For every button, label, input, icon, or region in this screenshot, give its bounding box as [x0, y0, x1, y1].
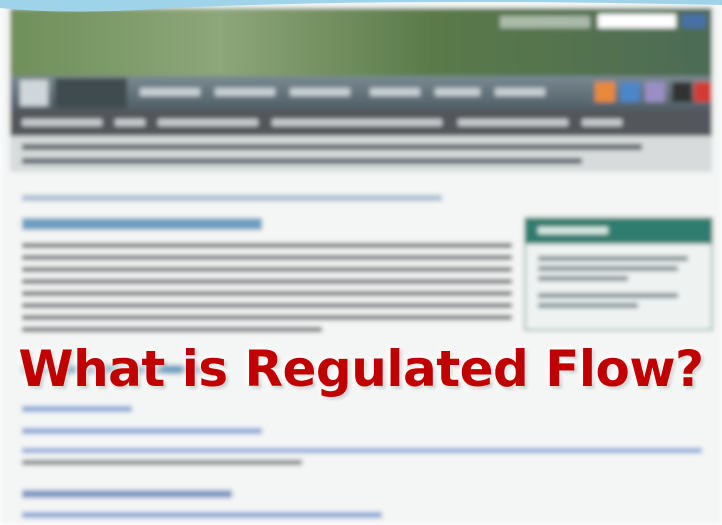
- header-banner: [10, 8, 712, 76]
- page-heading: [22, 218, 262, 230]
- overlay-title: What is Regulated Flow?: [18, 340, 704, 398]
- top-swoosh: [0, 0, 722, 12]
